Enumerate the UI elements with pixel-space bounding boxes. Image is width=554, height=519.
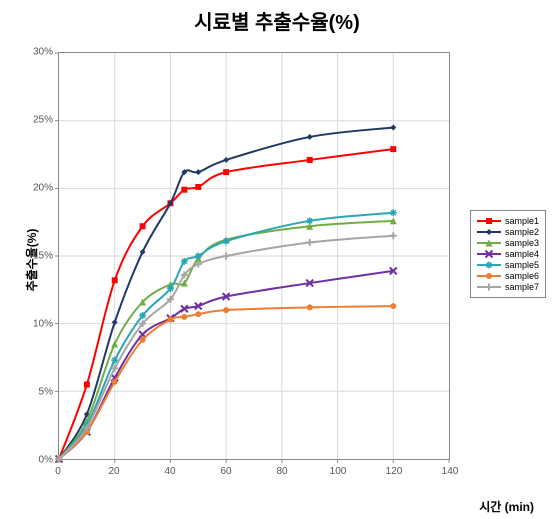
x-tick-label: 120 — [386, 466, 403, 477]
x-tick-label: 100 — [330, 466, 347, 477]
x-tick-label: 140 — [442, 466, 459, 477]
y-tick-label: 20% — [23, 183, 53, 194]
legend-swatch — [477, 249, 501, 259]
y-tick-label: 10% — [23, 319, 53, 330]
y-tick-label: 0% — [23, 455, 53, 466]
legend-item: sample2 — [477, 227, 539, 237]
y-tick-label: 5% — [23, 387, 53, 398]
legend-label: sample6 — [505, 271, 539, 281]
legend-label: sample3 — [505, 238, 539, 248]
legend-item: sample4 — [477, 249, 539, 259]
x-tick-label: 80 — [276, 466, 287, 477]
legend-swatch — [477, 271, 501, 281]
legend: sample1sample2sample3sample4sample5sampl… — [470, 210, 546, 298]
legend-item: sample6 — [477, 271, 539, 281]
y-tick-label: 25% — [23, 115, 53, 126]
legend-swatch — [477, 260, 501, 270]
legend-label: sample7 — [505, 282, 539, 292]
chart-wrap: 시료별 추출수율(%) 추출수율(%) 시간 (min) sample1samp… — [0, 0, 554, 519]
x-axis-label: 시간 (min) — [479, 498, 534, 515]
chart-title: 시료별 추출수율(%) — [0, 6, 554, 35]
legend-swatch — [477, 238, 501, 248]
legend-swatch — [477, 282, 501, 292]
y-tick-label: 30% — [23, 47, 53, 58]
legend-label: sample2 — [505, 227, 539, 237]
legend-item: sample7 — [477, 282, 539, 292]
legend-item: sample5 — [477, 260, 539, 270]
legend-swatch — [477, 216, 501, 226]
legend-item: sample3 — [477, 238, 539, 248]
legend-item: sample1 — [477, 216, 539, 226]
x-tick-label: 40 — [164, 466, 175, 477]
plot-area — [58, 52, 450, 460]
x-tick-label: 60 — [220, 466, 231, 477]
y-tick-label: 15% — [23, 251, 53, 262]
legend-label: sample1 — [505, 216, 539, 226]
legend-label: sample4 — [505, 249, 539, 259]
legend-label: sample5 — [505, 260, 539, 270]
x-tick-label: 0 — [55, 466, 61, 477]
plot-svg — [59, 53, 449, 459]
x-tick-label: 20 — [108, 466, 119, 477]
legend-swatch — [477, 227, 501, 237]
